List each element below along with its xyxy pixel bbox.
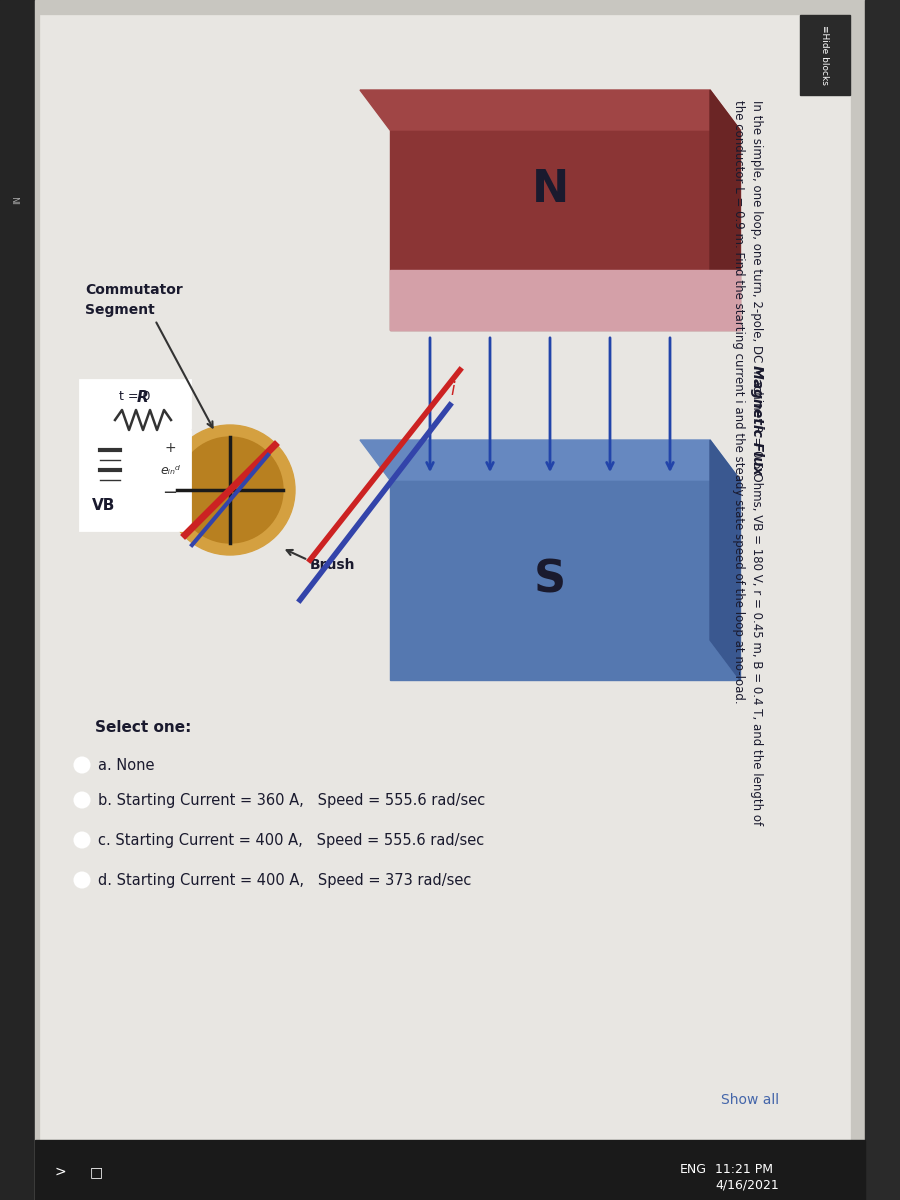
Polygon shape	[360, 90, 740, 130]
Bar	[0, 0, 35, 1200]
Text: ENG: ENG	[680, 1163, 707, 1176]
Text: Commutator
Segment: Commutator Segment	[85, 283, 183, 317]
Text: +: +	[164, 440, 176, 455]
Polygon shape	[390, 270, 740, 330]
Polygon shape	[390, 480, 740, 680]
Text: −: −	[162, 484, 177, 502]
Text: 11:21 PM: 11:21 PM	[715, 1163, 773, 1176]
Text: Show all: Show all	[721, 1093, 779, 1106]
Text: i: i	[450, 382, 454, 398]
Text: b. Starting Current = 360 A,   Speed = 555.6 rad/sec: b. Starting Current = 360 A, Speed = 555…	[98, 792, 485, 808]
Text: VB: VB	[92, 498, 115, 512]
Polygon shape	[390, 130, 740, 330]
Circle shape	[75, 757, 89, 773]
Text: d. Starting Current = 400 A,   Speed = 373 rad/sec: d. Starting Current = 400 A, Speed = 373…	[98, 872, 472, 888]
Bar	[35, 1140, 865, 1200]
Circle shape	[75, 792, 89, 808]
Bar	[80, 380, 190, 530]
Text: Brush: Brush	[310, 558, 356, 572]
Text: c. Starting Current = 400 A,   Speed = 555.6 rad/sec: c. Starting Current = 400 A, Speed = 555…	[98, 833, 484, 847]
Text: eᵢₙᵈ: eᵢₙᵈ	[160, 463, 180, 476]
Text: >: >	[55, 1165, 67, 1178]
Bar	[865, 0, 900, 1200]
Text: 4/16/2021: 4/16/2021	[715, 1178, 778, 1190]
Polygon shape	[710, 90, 740, 330]
Circle shape	[165, 425, 295, 554]
Text: ≡Hide blocks: ≡Hide blocks	[821, 25, 830, 85]
Text: the conductor L = 0.9 m. Find the starting current i and the steady state speed : the conductor L = 0.9 m. Find the starti…	[732, 100, 745, 703]
Polygon shape	[360, 440, 740, 480]
Text: □: □	[90, 1165, 104, 1178]
Circle shape	[75, 833, 89, 847]
Text: In the simple, one loop, one turn, 2-pole, DC machine: R = 0.5 Ohms, VB = 180 V,: In the simple, one loop, one turn, 2-pol…	[750, 100, 763, 826]
Text: a. None: a. None	[98, 757, 155, 773]
Text: Select one:: Select one:	[95, 720, 192, 734]
Circle shape	[75, 872, 89, 888]
Text: R: R	[137, 390, 148, 406]
Text: t = 0: t = 0	[119, 390, 151, 403]
Polygon shape	[710, 440, 740, 680]
Text: S: S	[534, 558, 566, 601]
Text: IN: IN	[14, 196, 22, 204]
Circle shape	[177, 437, 283, 542]
Bar	[800, 14, 850, 95]
Text: Magnetic Flux: Magnetic Flux	[750, 365, 764, 475]
Text: N: N	[531, 168, 569, 211]
